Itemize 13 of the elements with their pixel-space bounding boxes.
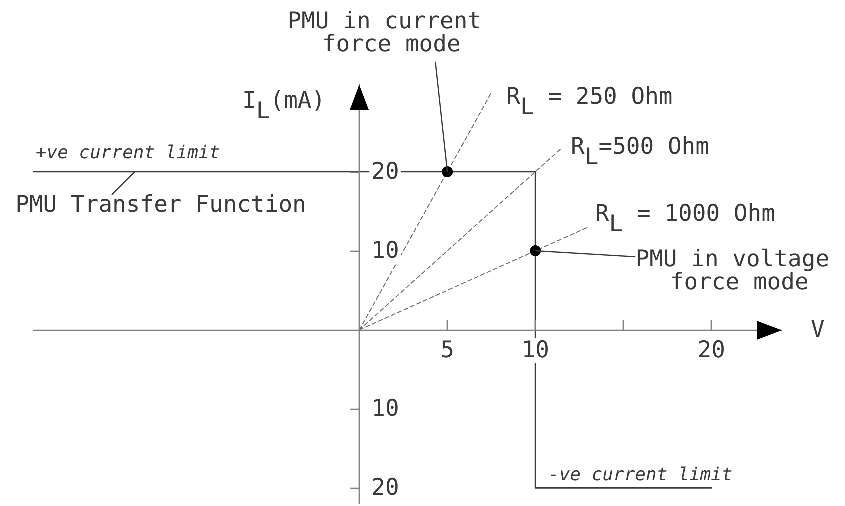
x-axis-title: V: [811, 317, 825, 344]
annotation: PMU Transfer Function: [16, 192, 306, 218]
x-tick-label: 5: [440, 338, 455, 364]
annotation: -ve current limit: [548, 464, 733, 486]
y-tick-label: 20: [372, 158, 400, 185]
x-tick-label: 20: [698, 338, 726, 364]
x-tick-label: 10: [522, 338, 550, 364]
annotation: PMU in current force mode: [288, 8, 496, 58]
y-tick-label: 10: [372, 238, 400, 264]
y-tick-label: 20: [372, 475, 400, 502]
annotation: +ve current limit: [36, 142, 220, 164]
annotation: PMU in voltage force mode: [636, 246, 844, 296]
y-tick-label: 10: [372, 396, 400, 422]
